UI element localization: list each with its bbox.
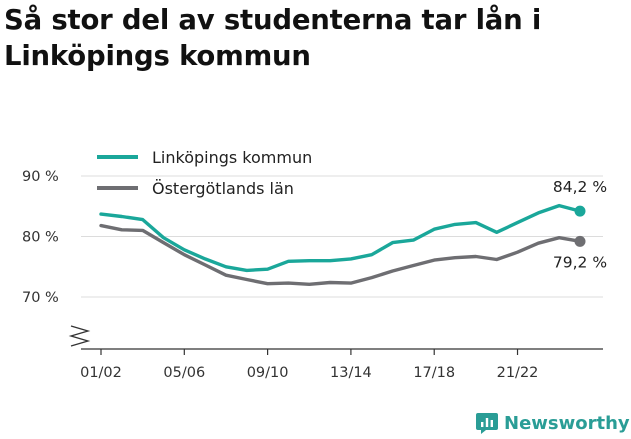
- legend: Linköpings kommun Östergötlands län: [97, 148, 312, 198]
- series-lines: 84,2 % 79,2 %: [99, 178, 607, 286]
- brand-name: Newsworthy: [504, 412, 630, 434]
- x-tick-label: 13/14: [330, 365, 372, 381]
- legend-label-1: Linköpings kommun: [152, 148, 312, 167]
- series-end-label-1: 84,2 %: [553, 178, 607, 196]
- x-tick-label: 17/18: [413, 365, 455, 381]
- axis-break-icon: [68, 325, 91, 347]
- newsworthy-logo-icon: [476, 413, 498, 434]
- x-axis: [68, 325, 603, 350]
- x-tick-label: 01/02: [80, 365, 122, 381]
- series-end-label-2: 79,2 %: [553, 253, 607, 271]
- y-tick-label: 90 %: [22, 169, 59, 185]
- y-tick-label: 70 %: [22, 290, 59, 306]
- chart-title: Så stor del av studenterna tar lån i Lin…: [4, 4, 542, 72]
- brand-logo: Newsworthy: [475, 408, 630, 438]
- gridlines: [81, 175, 603, 298]
- series-end-point-2: [574, 235, 586, 247]
- x-tick-label: 09/10: [247, 365, 289, 381]
- x-tick-label: 05/06: [163, 365, 205, 381]
- x-tick-label: 21/22: [497, 365, 539, 381]
- series-line-2: [99, 223, 582, 286]
- legend-label-2: Östergötlands län: [152, 179, 294, 198]
- y-axis-ticks: 70 % 80 % 90 %: [22, 169, 59, 306]
- y-tick-label: 80 %: [22, 230, 59, 246]
- series-end-point-1: [574, 205, 586, 217]
- x-axis-ticks: 01/02 05/06 09/10 13/14 17/18 21/22: [80, 349, 538, 381]
- series-line-1: [99, 203, 582, 273]
